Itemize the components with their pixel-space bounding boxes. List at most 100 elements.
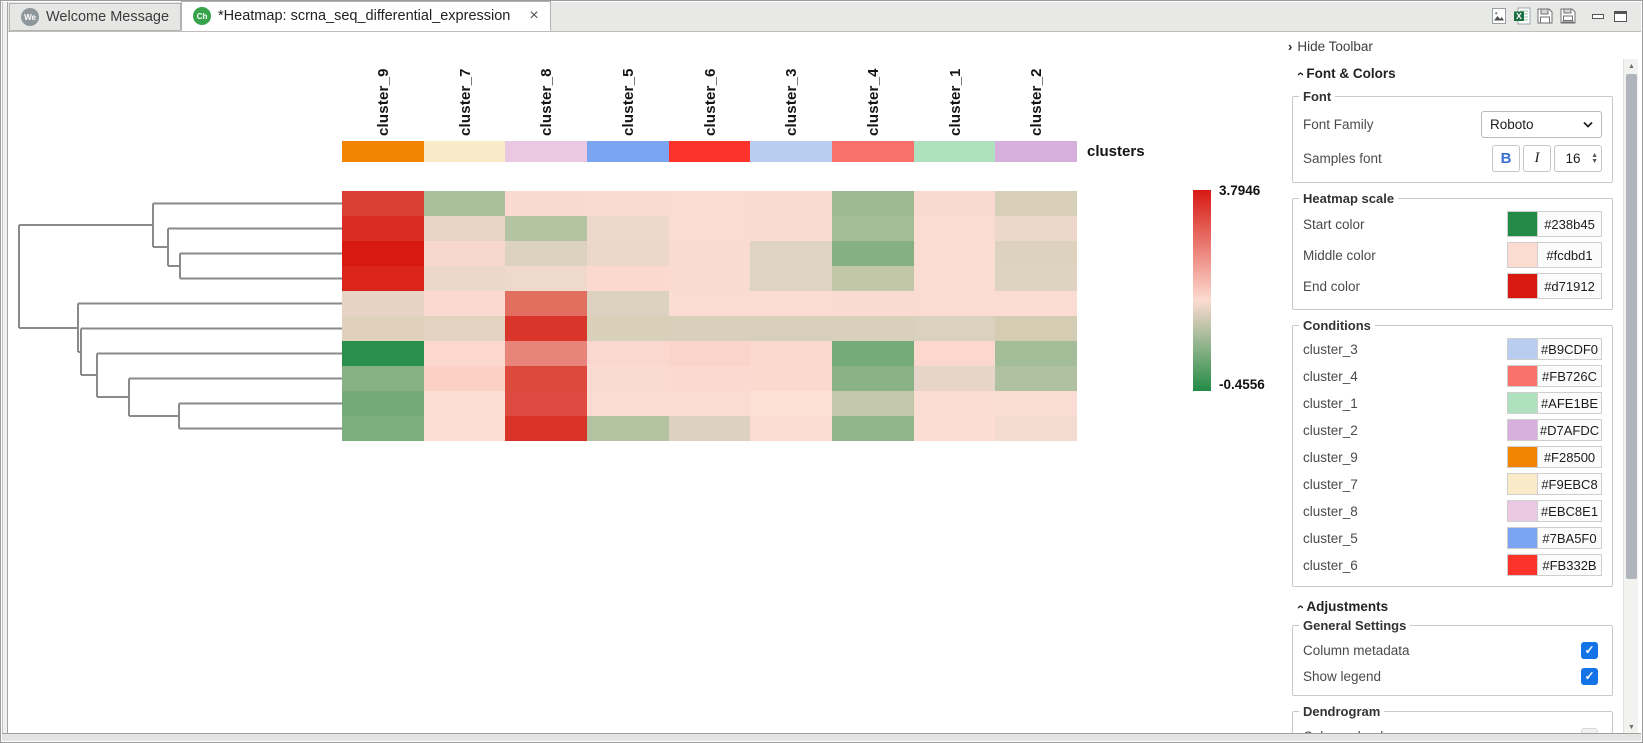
section-font-colors[interactable]: › Font & Colors — [1292, 66, 1396, 81]
heatmap-cell — [995, 391, 1077, 416]
color-swatch[interactable] — [1508, 393, 1538, 413]
hide-toolbar-button[interactable]: › Hide Toolbar — [1288, 39, 1623, 54]
color-swatch[interactable] — [1508, 212, 1538, 236]
bold-button[interactable]: B — [1492, 145, 1520, 172]
color-hex-input[interactable]: #D7AFDC — [1539, 422, 1600, 438]
column-label: cluster_6 — [701, 68, 719, 136]
heatmap-cell — [668, 391, 751, 416]
export-image-icon[interactable] — [1489, 6, 1509, 26]
heatmap-grid — [342, 191, 1077, 441]
heatmap-cell — [995, 241, 1077, 266]
color-hex-input[interactable]: #EBC8E1 — [1540, 503, 1599, 519]
tab-welcome-message[interactable]: We Welcome Message — [9, 3, 182, 31]
scroll-up-icon[interactable]: ▲ — [1628, 62, 1635, 70]
column-label: cluster_3 — [783, 68, 801, 136]
color-hex-input[interactable]: #AFE1BE — [1540, 395, 1599, 411]
heatmap-cell — [913, 366, 996, 391]
column-dendrogram-checkbox[interactable] — [1581, 727, 1598, 734]
color-setting-row: cluster_8 #EBC8E1 — [1303, 500, 1602, 522]
heatmap-cell — [342, 266, 424, 291]
color-swatch[interactable] — [1508, 420, 1538, 440]
show-legend-checkbox[interactable]: ✓ — [1581, 667, 1598, 685]
heatmap-cell — [668, 416, 751, 441]
color-row-label: Start color — [1303, 216, 1365, 232]
heatmap-cell — [586, 241, 669, 266]
tab-bar: We Welcome Message Ch *Heatmap: scrna_se… — [8, 1, 1641, 32]
sidebar-scrollbar[interactable]: ▲ ▼ — [1623, 59, 1638, 734]
color-swatch[interactable] — [1508, 366, 1538, 386]
heatmap-scale-fieldset: Heatmap scale Start color #238b45 Middle c… — [1292, 191, 1613, 310]
color-hex-input[interactable]: #fcdbd1 — [1546, 247, 1593, 263]
scrollbar-thumb[interactable] — [1626, 74, 1637, 579]
save-icon[interactable] — [1535, 6, 1555, 26]
color-swatch[interactable] — [1508, 474, 1538, 494]
heatmap-cell — [668, 191, 751, 216]
settings-sidebar: › Hide Toolbar › Font & Colors Font Font… — [1284, 32, 1623, 734]
color-hex-input[interactable]: #7BA5F0 — [1542, 530, 1597, 546]
color-row-label: cluster_1 — [1303, 395, 1358, 411]
heatmap-cell — [342, 191, 424, 216]
legend-max-value: 3.7946 — [1219, 183, 1261, 198]
conditions-fieldset: Conditions cluster_3 #B9CDF0 cluster_4 #FB7… — [1292, 318, 1613, 587]
color-hex-input[interactable]: #FB726C — [1542, 368, 1597, 384]
color-row-label: cluster_5 — [1303, 530, 1358, 546]
heatmap-cell — [668, 366, 751, 391]
svg-text:X: X — [1516, 11, 1522, 21]
font-size-stepper[interactable]: 16 ▲ ▼ — [1554, 145, 1602, 172]
checkbox-setting-row: Column metadata ✓ — [1303, 641, 1602, 659]
heatmap-cell — [423, 291, 506, 316]
heatmap-cell — [423, 241, 506, 266]
heatmap-cell — [913, 416, 996, 441]
color-scale-legend — [1193, 190, 1211, 391]
font-family-select[interactable]: Roboto — [1481, 111, 1602, 138]
color-setting-row: Start color #238b45 — [1303, 211, 1602, 237]
color-swatch[interactable] — [1508, 339, 1538, 359]
export-excel-icon[interactable]: X — [1512, 6, 1532, 26]
section-adjustments[interactable]: › Adjustments — [1292, 599, 1389, 614]
color-hex-input[interactable]: #F28500 — [1543, 449, 1596, 465]
heatmap-cell — [750, 416, 832, 441]
heatmap-cell — [505, 291, 587, 316]
color-row-label: cluster_3 — [1303, 341, 1358, 357]
heatmap-cell — [586, 191, 669, 216]
close-tab-icon[interactable]: × — [529, 7, 539, 24]
color-swatch[interactable] — [1508, 274, 1538, 298]
cluster-color-segment — [995, 141, 1078, 162]
heatmap-cell — [342, 391, 424, 416]
column-metadata-checkbox[interactable]: ✓ — [1581, 641, 1598, 659]
stepper-up-icon[interactable]: ▲ — [1591, 151, 1598, 159]
color-row-label: Middle color — [1303, 247, 1376, 263]
heatmap-cell — [505, 191, 587, 216]
heatmap-cell — [913, 216, 996, 241]
color-swatch[interactable] — [1508, 528, 1538, 548]
color-hex-input[interactable]: #d71912 — [1544, 278, 1595, 294]
heatmap-cell — [505, 391, 587, 416]
save-as-icon[interactable] — [1558, 6, 1578, 26]
stepper-down-icon[interactable]: ▼ — [1591, 157, 1598, 165]
checkbox-setting-row: Column dendrogram — [1303, 727, 1602, 734]
heatmap-cell — [586, 391, 669, 416]
heatmap-cell — [342, 416, 424, 441]
color-setting-row: Middle color #fcdbd1 — [1303, 242, 1602, 268]
heatmap-cell — [750, 266, 832, 291]
color-hex-input[interactable]: #238b45 — [1544, 216, 1595, 232]
cluster-color-segment — [587, 141, 669, 162]
font-legend: Font — [1303, 89, 1332, 104]
scroll-down-icon[interactable]: ▼ — [1628, 723, 1635, 731]
tab-heatmap[interactable]: Ch *Heatmap: scrna_seq_differential_expr… — [181, 1, 551, 31]
color-swatch[interactable] — [1508, 501, 1538, 521]
maximize-icon[interactable] — [1614, 11, 1627, 22]
minimize-icon[interactable] — [1592, 14, 1604, 19]
color-hex-input[interactable]: #F9EBC8 — [1541, 476, 1598, 492]
color-row-label: End color — [1303, 278, 1361, 294]
color-hex-input[interactable]: #B9CDF0 — [1540, 341, 1599, 357]
italic-button[interactable]: I — [1523, 145, 1551, 172]
color-swatch[interactable] — [1508, 447, 1538, 467]
color-swatch[interactable] — [1508, 243, 1538, 267]
color-swatch[interactable] — [1508, 555, 1538, 575]
column-label: cluster_9 — [374, 68, 392, 136]
heatmap-cell — [831, 216, 914, 241]
heatmap-cell — [505, 416, 587, 441]
color-hex-input[interactable]: #FB332B — [1542, 557, 1597, 573]
